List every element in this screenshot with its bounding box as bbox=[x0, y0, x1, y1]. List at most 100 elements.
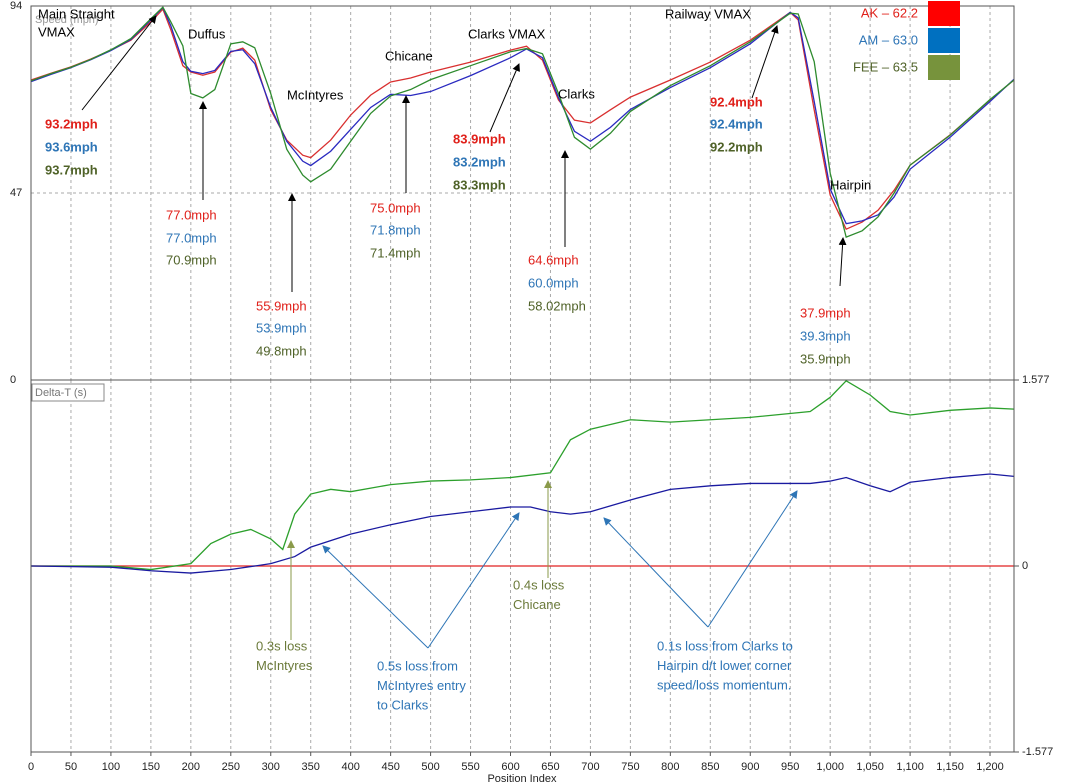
annotation: 75.0mph bbox=[370, 200, 421, 215]
x-tick-label: 1,150 bbox=[936, 761, 964, 773]
arrow bbox=[81, 15, 157, 111]
x-tick-label: 300 bbox=[262, 761, 280, 773]
x-tick-label: 1,100 bbox=[896, 761, 924, 773]
x-tick-label: 350 bbox=[302, 761, 320, 773]
annotation: 37.9mph bbox=[800, 305, 851, 320]
series-line bbox=[31, 380, 1015, 571]
arrow bbox=[322, 545, 429, 649]
y-tick-label: 0 bbox=[10, 374, 16, 386]
x-tick-label: 950 bbox=[781, 761, 799, 773]
annotation: speed/loss momentum. bbox=[657, 677, 791, 692]
annotation: 77.0mph bbox=[166, 207, 217, 222]
x-tick-label: 200 bbox=[182, 761, 200, 773]
annotation: Hairpin bbox=[830, 177, 871, 192]
annotation: 0.4s loss bbox=[513, 577, 565, 592]
arrow bbox=[707, 490, 798, 628]
annotation: Main Straight bbox=[38, 6, 115, 21]
legend-swatch bbox=[928, 1, 960, 26]
legend-label: FEE – 63.5 bbox=[853, 59, 918, 74]
x-tick-label: 400 bbox=[341, 761, 359, 773]
x-tick-label: 50 bbox=[65, 761, 77, 773]
series-line bbox=[30, 6, 1015, 239]
annotation: 60.0mph bbox=[528, 275, 579, 290]
x-tick-label: 1,050 bbox=[856, 761, 884, 773]
annotation: 70.9mph bbox=[166, 252, 217, 267]
legend-label: AK – 62.2 bbox=[861, 5, 918, 20]
annotation: 71.4mph bbox=[370, 245, 421, 260]
annotation: McIntyres bbox=[287, 87, 344, 102]
annotation: VMAX bbox=[38, 24, 75, 39]
x-tick-label: 750 bbox=[621, 761, 639, 773]
annotation: 93.6mph bbox=[45, 139, 98, 154]
annotation: Clarks bbox=[558, 86, 595, 101]
legend-swatch bbox=[928, 55, 960, 80]
y2-tick-label: 1.577 bbox=[1022, 374, 1050, 386]
arrow bbox=[838, 237, 847, 287]
x-tick-label: 700 bbox=[581, 761, 599, 773]
annotation: Chicane bbox=[385, 48, 433, 63]
line-layer bbox=[30, 6, 1015, 574]
annotation: McIntyres bbox=[256, 658, 313, 673]
x-tick-label: 650 bbox=[541, 761, 559, 773]
annotation: 0.5s loss from bbox=[377, 658, 458, 673]
annotation: 35.9mph bbox=[800, 351, 851, 366]
legend-label: AM – 63.0 bbox=[859, 32, 918, 47]
series-line bbox=[30, 7, 1015, 231]
y2-tick-label: -1.577 bbox=[1022, 746, 1053, 758]
annotation: McIntyres entry bbox=[377, 678, 466, 693]
y-label-box bbox=[31, 383, 105, 402]
x-tick-label: 600 bbox=[501, 761, 519, 773]
y-axis-label: Delta-T (s) bbox=[35, 387, 87, 399]
annotation: Hairpin d/t lower corner bbox=[657, 658, 792, 673]
annotation: 77.0mph bbox=[166, 230, 217, 245]
annotation: 92.4mph bbox=[710, 94, 763, 109]
x-tick-label: 1,200 bbox=[976, 761, 1004, 773]
annotation: 49.8mph bbox=[256, 343, 307, 358]
x-tick-label: 100 bbox=[102, 761, 120, 773]
y-axis-label: Speed (mph) bbox=[35, 14, 99, 26]
annotation: 93.2mph bbox=[45, 116, 98, 131]
arrow bbox=[751, 25, 779, 99]
series-line bbox=[30, 473, 1015, 574]
annotation: 55.9mph bbox=[256, 298, 307, 313]
top-arrows bbox=[81, 15, 847, 292]
annotation: Duffus bbox=[188, 26, 226, 41]
y2-tick-label: 0 bbox=[1022, 560, 1028, 572]
x-tick-label: 0 bbox=[28, 761, 34, 773]
y-tick-label: 94 bbox=[10, 0, 22, 12]
legend-swatch bbox=[928, 28, 960, 53]
x-tick-label: 800 bbox=[661, 761, 679, 773]
annotation: 83.3mph bbox=[453, 177, 506, 192]
annotation: to Clarks bbox=[377, 697, 429, 712]
arrow bbox=[603, 517, 709, 628]
x-axis-label: Position Index bbox=[487, 773, 557, 782]
arrow bbox=[489, 63, 520, 133]
annotation: 64.6mph bbox=[528, 252, 579, 267]
annotation: 83.9mph bbox=[453, 131, 506, 146]
x-tick-label: 550 bbox=[461, 761, 479, 773]
annotation: 58.02mph bbox=[528, 298, 586, 313]
annotation: 93.7mph bbox=[45, 162, 98, 177]
x-tick-label: 150 bbox=[142, 761, 160, 773]
annotation: 53.9mph bbox=[256, 320, 307, 335]
annotation: 92.4mph bbox=[710, 116, 763, 131]
x-tick-label: 900 bbox=[741, 761, 759, 773]
annotation: 71.8mph bbox=[370, 222, 421, 237]
x-tick-label: 850 bbox=[701, 761, 719, 773]
annotation: 0.3s loss bbox=[256, 638, 308, 653]
annotation: Clarks VMAX bbox=[468, 26, 546, 41]
annotation: 0.1s loss from Clarks to bbox=[657, 638, 793, 653]
annotation: Railway VMAX bbox=[665, 6, 751, 21]
x-tick-label: 1,000 bbox=[816, 761, 844, 773]
annotation: Chicane bbox=[513, 597, 561, 612]
bottom-arrows bbox=[287, 480, 798, 649]
series-line bbox=[30, 6, 1015, 225]
annotation: 83.2mph bbox=[453, 154, 506, 169]
x-tick-label: 250 bbox=[222, 761, 240, 773]
x-tick-label: 500 bbox=[421, 761, 439, 773]
y-tick-label: 47 bbox=[10, 187, 22, 199]
arrow bbox=[427, 512, 520, 649]
annotation: 92.2mph bbox=[710, 139, 763, 154]
